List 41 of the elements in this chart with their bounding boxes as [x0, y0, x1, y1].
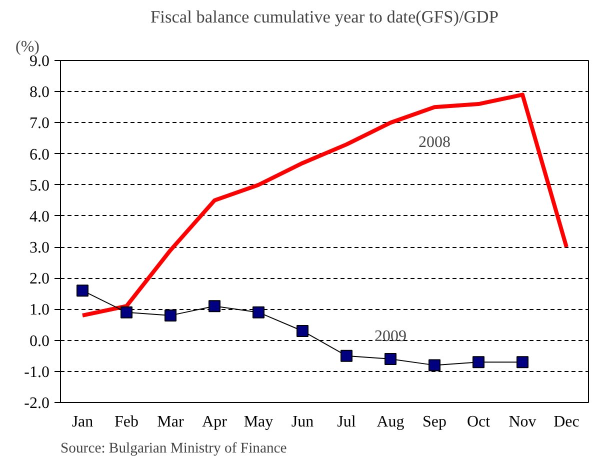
- series-label: 2008: [418, 134, 450, 152]
- x-tick-label: Jan: [72, 414, 94, 430]
- y-tick-label: -2.0: [24, 395, 50, 412]
- x-tick-label: Mar: [157, 414, 184, 430]
- series-label: 2009: [374, 328, 406, 345]
- x-tick-label: Dec: [554, 414, 580, 430]
- x-tick-label: Oct: [466, 414, 491, 430]
- point: [252, 306, 264, 318]
- y-tick-label: 4.0: [30, 208, 50, 226]
- point: [208, 300, 220, 312]
- point: [384, 352, 396, 365]
- point: [76, 284, 88, 297]
- y-axis-title: (%): [16, 38, 40, 56]
- y-tick-label: 0.0: [30, 332, 50, 350]
- y-tick-label: 5.0: [30, 177, 50, 194]
- y-tick-label: 9.0: [30, 53, 50, 70]
- x-tick-label: Sep: [422, 414, 446, 430]
- y-tick-label: -1.0: [24, 364, 50, 381]
- y-tick-label: 7.0: [30, 115, 50, 132]
- x-tick-label: Aug: [376, 414, 404, 430]
- y-tick-label: 6.0: [30, 146, 50, 164]
- chart-title: Fiscal balance cumulative year to date(GFS)/GDP: [150, 8, 498, 26]
- y-tick-label: 8.0: [30, 84, 50, 102]
- point: [516, 356, 528, 368]
- y-tick-label: 1.0: [30, 302, 50, 319]
- x-tick-label: Jun: [291, 414, 314, 430]
- point: [120, 306, 132, 318]
- x-tick-label: May: [244, 414, 274, 430]
- y-tick-label: 2.0: [30, 270, 50, 288]
- point: [428, 359, 440, 372]
- y-tick-label: 3.0: [30, 240, 50, 257]
- source-note: Source: Bulgarian Ministry of Finance: [60, 440, 287, 456]
- x-tick-label: Jul: [337, 414, 356, 430]
- point: [340, 350, 352, 362]
- line-series: [80, 92, 568, 318]
- point: [164, 309, 176, 322]
- point: [296, 324, 308, 337]
- x-tick-label: Feb: [114, 414, 138, 430]
- x-tick-label: Apr: [202, 414, 228, 430]
- point: [472, 356, 484, 368]
- x-tick-label: Nov: [508, 414, 536, 430]
